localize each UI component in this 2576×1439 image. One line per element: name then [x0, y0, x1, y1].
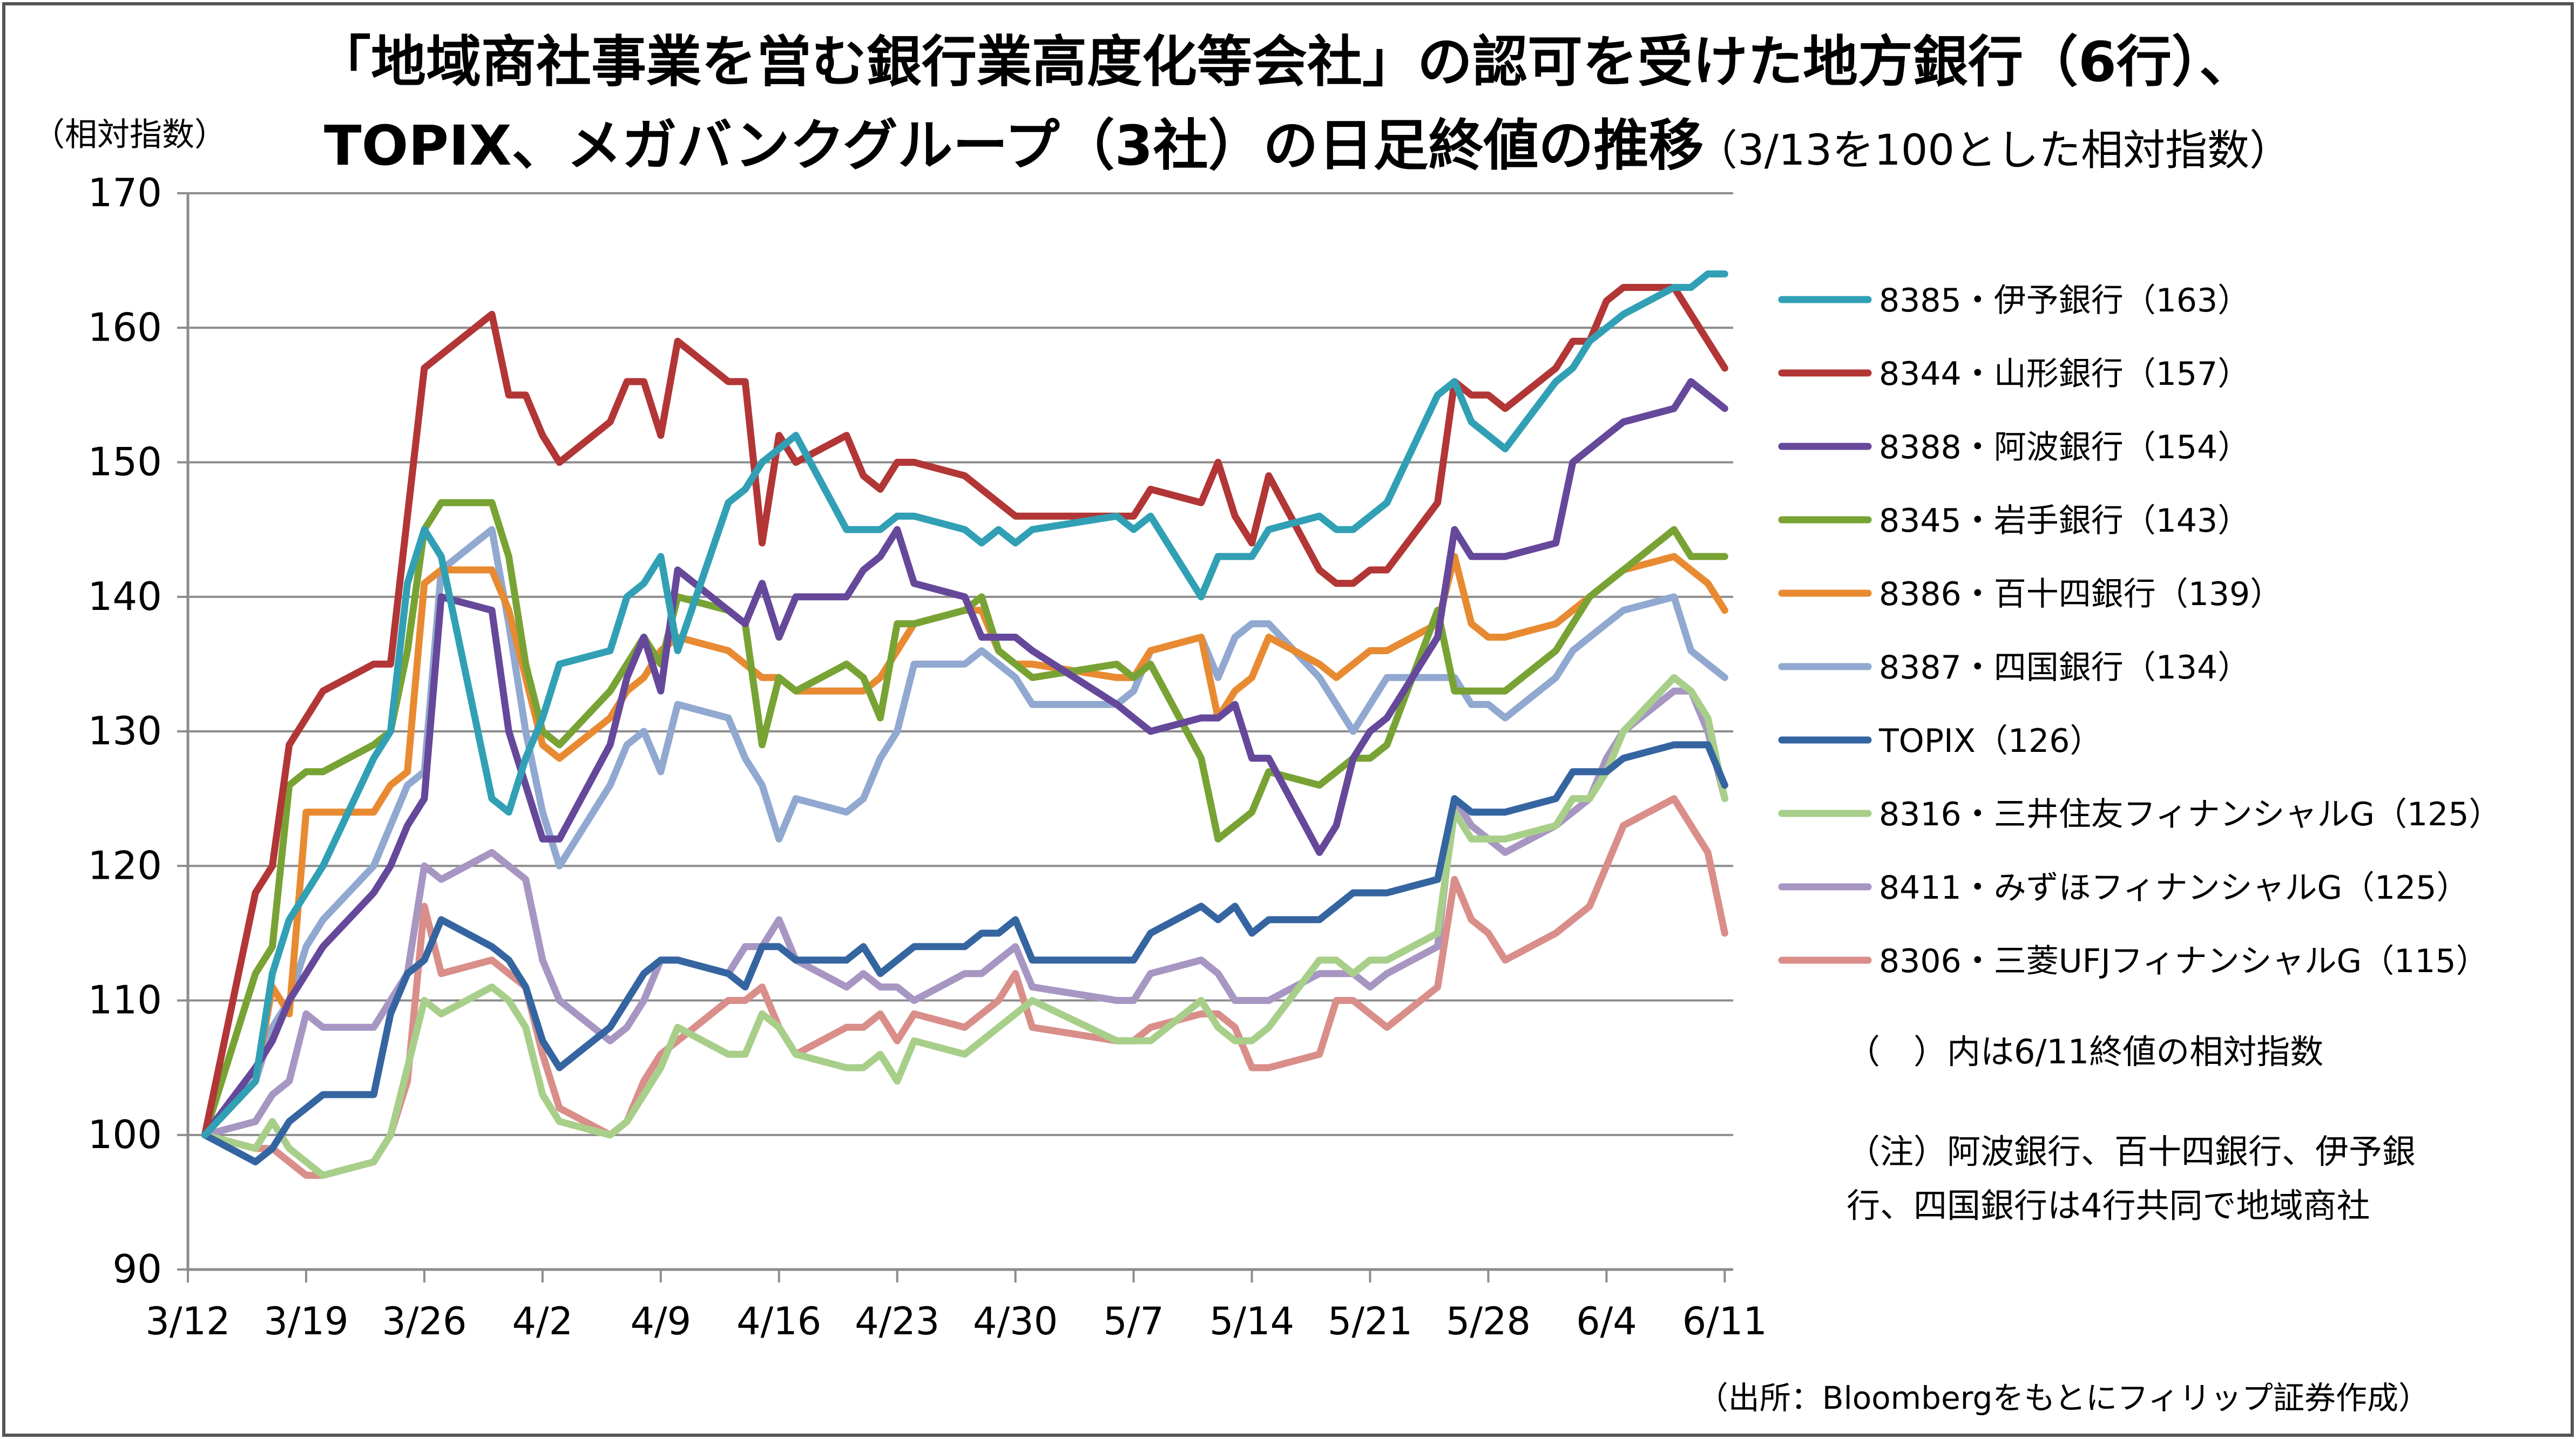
y-tick-label-90: 90 — [112, 1246, 162, 1292]
legend-label-5: 8387・四国銀行（134） — [1879, 649, 2250, 687]
annotation-note-line2: 行、四国銀行は4行共同で地域商社 — [1847, 1186, 2370, 1225]
x-tick-label-11: 5/28 — [1446, 1299, 1531, 1343]
x-tick-label-5: 4/16 — [736, 1299, 821, 1343]
chart-subtitle: （3/13を100とした相対指数） — [1695, 126, 2291, 175]
y-tick-label-110: 110 — [88, 978, 162, 1023]
y-tick-label-130: 130 — [88, 708, 162, 754]
legend-label-0: 8385・伊予銀行（163） — [1879, 282, 2250, 320]
y-tick-label-100: 100 — [88, 1112, 162, 1157]
legend-label-3: 8345・岩手銀行（143） — [1879, 502, 2250, 540]
x-tick-label-1: 3/19 — [263, 1299, 348, 1343]
series-line-0 — [201, 270, 1728, 1139]
y-tick-label-140: 140 — [88, 574, 162, 619]
x-tick-label-3: 4/2 — [512, 1299, 573, 1343]
legend-label-7: 8316・三井住友フィナンシャルG（125） — [1879, 796, 2501, 833]
title-group: 「地域商社事業を営む銀行業高度化等会社」の認可を受けた地方銀行（6行）、 TOP… — [32, 30, 2291, 178]
series-line-7 — [201, 674, 1728, 1179]
x-tick-label-0: 3/12 — [145, 1299, 230, 1343]
series-line-6 — [201, 741, 1728, 1166]
x-tick-label-10: 5/21 — [1328, 1299, 1412, 1343]
y-axis-label: （相対指数） — [32, 116, 227, 154]
source-note: （出所：Bloombergをもとにフィリップ証券作成） — [1697, 1380, 2430, 1416]
y-tick-label-170: 170 — [88, 170, 162, 215]
series-line-8 — [201, 687, 1728, 1139]
y-tick-label-150: 150 — [88, 439, 162, 485]
x-tick-label-13: 6/11 — [1682, 1299, 1767, 1343]
chart-title: 「地域商社事業を営む銀行業高度化等会社」の認可を受けた地方銀行（6行）、 — [316, 30, 2254, 94]
axis-layer: 90 100 110 120 130 140 150 160 170 3/12 3/19 3/26 4/… — [88, 170, 1767, 1343]
y-tick-label-160: 160 — [88, 304, 162, 350]
legend-label-4: 8386・百十四銀行（139） — [1879, 575, 2282, 613]
legend-label-9: 8306・三菱UFJフィナンシャルG（115） — [1879, 942, 2489, 980]
series-line-1 — [201, 284, 1728, 1139]
notes-layer: （ ）内は6/11終値の相対指数 （注）阿波銀行、百十四銀行、伊予銀 行、四国銀… — [1697, 1032, 2430, 1416]
legend-label-6: TOPIX（126） — [1878, 722, 2102, 760]
x-tick-label-4: 4/9 — [630, 1299, 691, 1343]
legend-label-1: 8344・山形銀行（157） — [1879, 355, 2250, 393]
x-tick-label-2: 3/26 — [382, 1299, 466, 1343]
x-tick-label-12: 6/4 — [1576, 1299, 1637, 1343]
x-tick-label-6: 4/23 — [855, 1299, 939, 1343]
chart-title-line2: TOPIX、メガバンクグループ（3社）の日足終値の推移 — [324, 114, 1704, 178]
x-tick-label-9: 5/14 — [1209, 1299, 1294, 1343]
x-tick-label-8: 5/7 — [1103, 1299, 1164, 1343]
legend-label-8: 8411・みずほフィナンシャルG（125） — [1879, 869, 2469, 907]
annotation-note-line1: （注）阿波銀行、百十四銀行、伊予銀 — [1847, 1132, 2416, 1171]
series-layer — [201, 270, 1728, 1179]
series-line-5 — [201, 526, 1728, 1139]
x-tick-label-7: 4/30 — [973, 1299, 1058, 1343]
series-line-9 — [201, 795, 1728, 1179]
series-line-2 — [201, 378, 1728, 1139]
legend-label-2: 8388・阿波銀行（154） — [1879, 429, 2250, 466]
annotation-paren-note: （ ）内は6/11終値の相対指数 — [1847, 1032, 2323, 1071]
series-line-3 — [201, 499, 1728, 1139]
y-tick-label-120: 120 — [88, 843, 162, 888]
legend-layer: 8385・伊予銀行（163） 8344・山形銀行（157） 8388・阿波銀行（15… — [1778, 282, 2501, 980]
